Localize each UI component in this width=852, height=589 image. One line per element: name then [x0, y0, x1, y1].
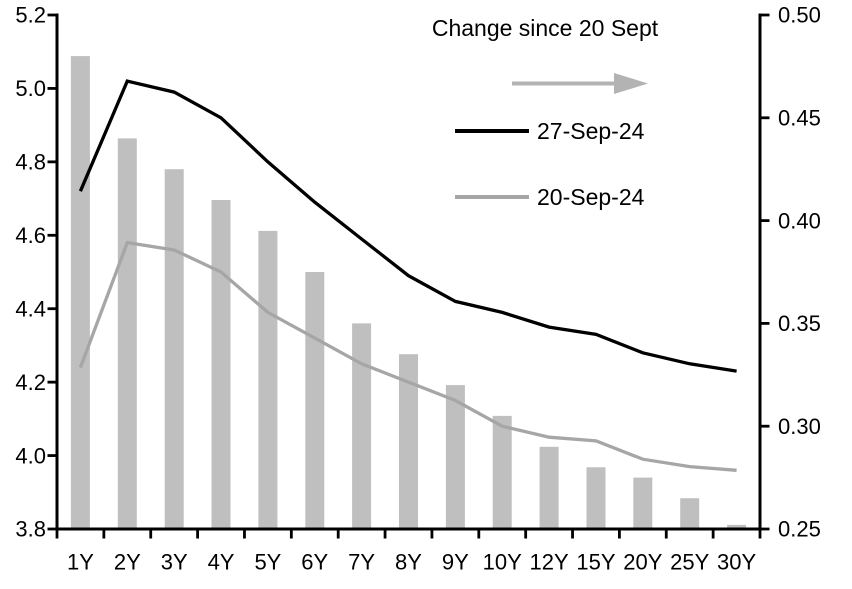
category-label-1Y: 1Y	[67, 550, 94, 575]
category-label-5Y: 5Y	[254, 550, 281, 575]
bar-15Y	[586, 467, 606, 529]
category-label-2Y: 2Y	[114, 550, 141, 575]
bar-2Y	[117, 138, 137, 529]
legend-label-20-sep-24: 20-Sep-24	[537, 184, 645, 210]
bar-25Y	[680, 498, 700, 529]
left-tick-label: 4.2	[15, 370, 46, 395]
category-label-8Y: 8Y	[395, 550, 422, 575]
left-tick-label: 4.0	[15, 443, 46, 468]
legend-label-27-sep-24: 27-Sep-24	[537, 118, 645, 144]
arrow-shaft	[512, 81, 618, 86]
category-label-9Y: 9Y	[442, 550, 469, 575]
right-tick-label: 0.45	[778, 106, 821, 131]
left-tick-label: 3.8	[15, 517, 46, 542]
legend-item-27-sep-24: 27-Sep-24	[455, 118, 644, 144]
axes	[55, 13, 762, 531]
bar-7Y	[352, 323, 372, 529]
bar-3Y	[164, 169, 184, 529]
right-tick-label: 0.25	[778, 517, 821, 542]
right-tick-label: 0.30	[778, 414, 821, 439]
legend-title-change-since-20-sept: Change since 20 Sept	[431, 15, 659, 41]
left-tick-label: 5.2	[15, 3, 46, 28]
left-tick-label: 4.4	[15, 296, 46, 321]
right-axis-ticks: 0.50 0.45 0.40 0.35 0.30 0.25	[760, 3, 821, 542]
bar-8Y	[399, 354, 418, 529]
left-tick-label: 4.6	[15, 223, 46, 248]
left-tick-label: 4.8	[15, 150, 46, 175]
right-tick-label: 0.50	[778, 3, 821, 28]
category-label-7Y: 7Y	[348, 550, 375, 575]
category-label-10Y: 10Y	[483, 550, 522, 575]
right-tick-label: 0.35	[778, 311, 821, 336]
bar-20Y	[633, 477, 653, 529]
bar-series-change-since-20-sept	[70, 56, 747, 529]
left-tick-label: 5.0	[15, 76, 46, 101]
category-label-20Y: 20Y	[623, 550, 662, 575]
series-line-27-Sep-24	[78, 79, 737, 373]
bar-4Y	[211, 200, 231, 529]
black-line-swatch	[455, 129, 529, 133]
legend-item-20-sep-24: 20-Sep-24	[455, 184, 644, 210]
category-label-30Y: 30Y	[717, 550, 756, 575]
bar-9Y	[445, 385, 465, 529]
category-label-4Y: 4Y	[208, 550, 235, 575]
arrow-head	[614, 73, 648, 94]
category-label-12Y: 12Y	[530, 550, 569, 575]
change-arrow-icon	[512, 73, 648, 94]
bar-5Y	[258, 230, 278, 529]
category-label-15Y: 15Y	[576, 550, 615, 575]
bar-1Y	[70, 56, 90, 529]
bar-30Y	[727, 524, 747, 529]
gray-line-swatch	[455, 195, 529, 199]
category-label-6Y: 6Y	[301, 550, 328, 575]
x-axis-ticks: 1Y 2Y 3Y 4Y 5Y 6Y 7Y 8Y 9Y 10Y 12Y 15Y 20Y 25Y 30Y	[55, 529, 762, 575]
bar-10Y	[492, 415, 512, 529]
bar-6Y	[305, 272, 325, 529]
right-tick-label: 0.40	[778, 208, 821, 233]
bar-12Y	[539, 446, 559, 529]
category-label-25Y: 25Y	[670, 550, 709, 575]
category-label-3Y: 3Y	[161, 550, 188, 575]
series-line-20-Sep-24	[78, 240, 737, 472]
left-axis-ticks: 5.2 5.0 4.8 4.6 4.4 4.2 4.0 3.8	[15, 3, 57, 542]
